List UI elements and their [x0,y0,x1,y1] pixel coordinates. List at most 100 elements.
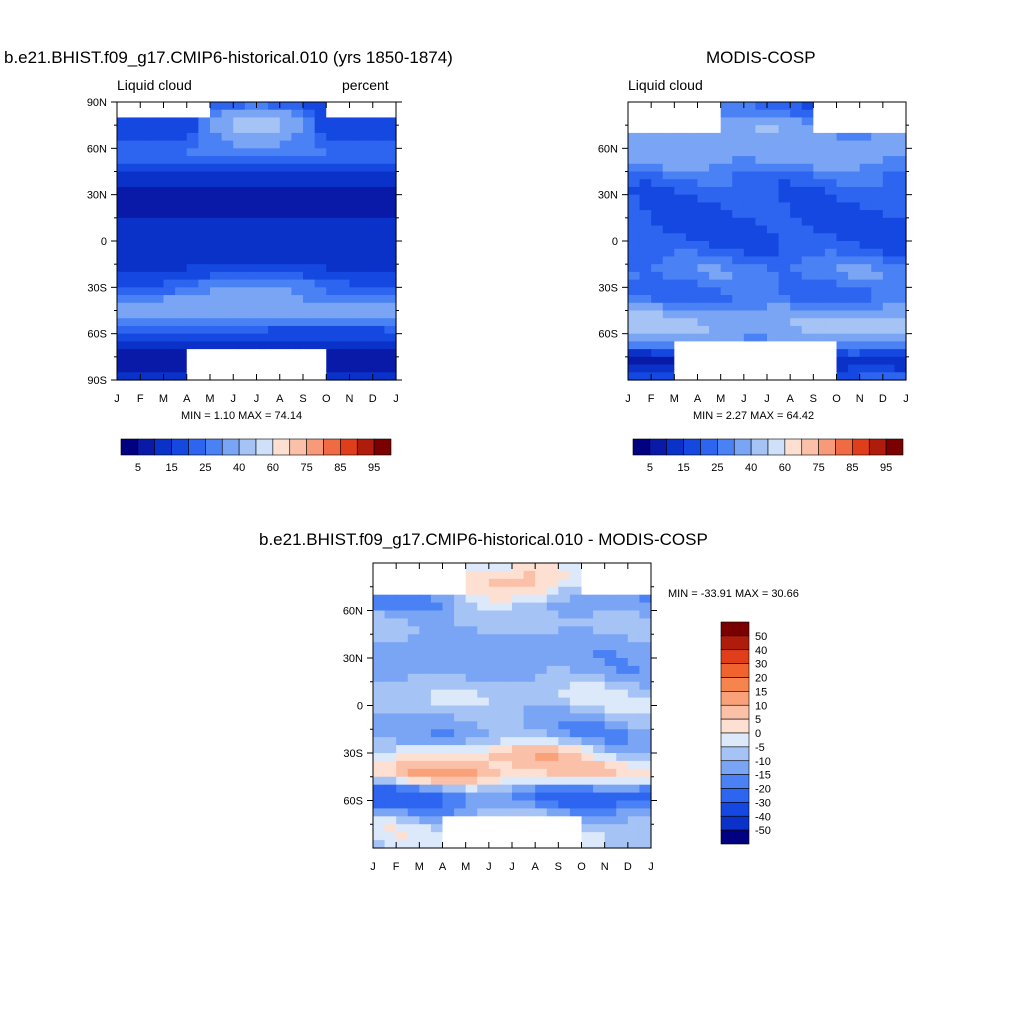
x-tick-label: J [741,393,747,405]
heatmap-cell [662,356,675,366]
heatmap-cell [616,570,629,580]
heatmap-cell [291,163,304,173]
heatmap-cell [720,186,733,196]
heatmap-cell [465,563,478,572]
heatmap-cell [407,570,420,580]
colorbar-label: 10 [755,700,767,712]
colorbar-swatch [784,438,803,456]
heatmap-cell [593,840,606,849]
heatmap-cell [372,325,385,335]
heatmap-cell [639,264,652,273]
heatmap-cell [535,816,548,825]
heatmap-cell [755,325,768,335]
colorbar-label: -50 [755,825,771,837]
heatmap-cell [372,287,385,296]
heatmap-cell [593,673,606,683]
heatmap-cell [651,333,664,342]
heatmap-cell [163,125,176,134]
heatmap-cell [361,179,374,188]
heatmap-cell [755,163,768,173]
heatmap-cell [593,784,606,794]
heatmap-cell [627,784,641,794]
heatmap-cell [697,109,710,119]
heatmap-cell [604,642,617,651]
heatmap-cell [755,264,768,273]
heatmap-cell [117,318,130,327]
obs-min-max: MIN = 2.27 MAX = 64.42 [693,410,815,422]
heatmap-cell [848,140,861,149]
heatmap-cell [198,256,211,265]
heatmap-cell [256,333,269,342]
heatmap-cell [419,808,432,817]
colorbar-label: 60 [267,462,279,474]
heatmap-cell [384,705,397,715]
heatmap-cell [639,271,652,281]
heatmap-cell [442,776,455,786]
heatmap-cell [813,217,826,227]
heatmap-cell [848,333,861,342]
heatmap-cell [709,241,722,250]
y-tick-label: 60N [343,606,363,618]
heatmap-cell [442,713,455,722]
heatmap-cell [419,681,432,691]
heatmap-cell [314,109,327,119]
heatmap-cell [732,295,745,304]
heatmap-cell [454,784,467,794]
heatmap-cell [836,125,849,134]
heatmap-cell [384,186,397,196]
heatmap-cell [824,302,838,312]
heatmap-cell [767,179,780,188]
heatmap-cell [523,658,536,667]
heatmap-cell [407,658,420,667]
heatmap-cell [743,140,757,149]
heatmap-cell [140,210,153,219]
heatmap-cell [709,171,722,180]
heatmap-cell [372,148,385,157]
heatmap-cell [697,217,710,227]
heatmap-cell [361,279,374,288]
heatmap-cell [512,808,525,817]
heatmap-cell [337,117,351,126]
heatmap-cell [767,186,780,196]
heatmap-cell [186,287,199,296]
heatmap-cell [523,840,536,849]
heatmap-cell [616,760,629,770]
heatmap-cell [373,721,386,730]
heatmap-cell [523,816,536,825]
heatmap-cell [639,372,652,381]
heatmap-cell [175,102,188,111]
heatmap-cell [175,233,188,242]
heatmap-cell [186,302,199,312]
heatmap-cell [558,697,571,707]
heatmap-cell [372,233,385,242]
heatmap-cell [662,318,675,327]
heatmap-cell [233,186,246,196]
heatmap-cell [488,586,502,596]
heatmap-cell [628,349,641,358]
heatmap-cell [651,264,664,273]
heatmap-cell [674,372,687,381]
heatmap-cell [569,650,583,659]
heatmap-cell [604,578,617,588]
heatmap-cell [268,102,281,111]
heatmap-cell [430,832,444,841]
heatmap-cell [732,356,745,366]
heatmap-cell [465,570,478,580]
heatmap-cell [813,132,826,142]
heatmap-cell [198,202,211,211]
heatmap-cell [627,753,641,762]
heatmap-cell [848,132,861,142]
heatmap-cell [651,341,664,350]
heatmap-cell [221,109,234,119]
heatmap-cell [384,760,397,770]
heatmap-cell [279,264,292,273]
heatmap-cell [824,140,838,149]
heatmap-cell [384,737,397,746]
heatmap-cell [801,117,814,126]
heatmap-cell [198,132,211,142]
heatmap-cell [256,217,269,227]
heatmap-cell [836,156,849,165]
heatmap-cell [488,808,502,817]
heatmap-cell [430,697,444,707]
heatmap-cell [279,117,292,126]
